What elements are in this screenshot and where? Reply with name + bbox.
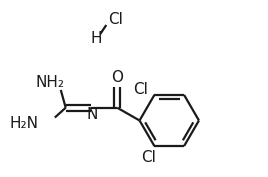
Text: N: N [87, 107, 98, 122]
Text: Cl: Cl [141, 150, 156, 165]
Text: Cl: Cl [133, 82, 148, 98]
Text: NH₂: NH₂ [35, 75, 64, 90]
Text: O: O [111, 70, 123, 85]
Text: H₂N: H₂N [10, 116, 39, 131]
Text: Cl: Cl [108, 12, 123, 27]
Text: H: H [91, 31, 102, 46]
